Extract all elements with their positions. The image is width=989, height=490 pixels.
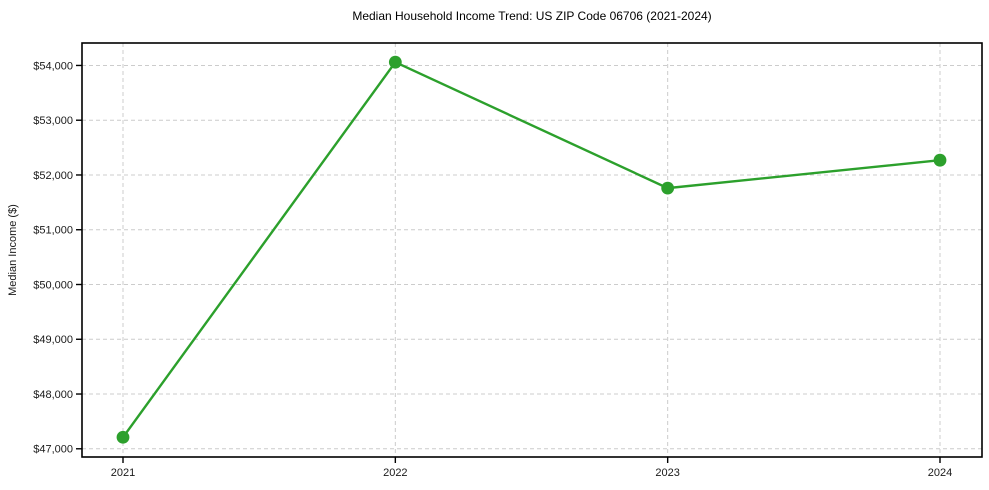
data-point — [388, 55, 402, 69]
series-line — [121, 60, 942, 439]
y-axis-label: Median Income ($) — [7, 204, 19, 296]
x-tick-label: 2024 — [928, 467, 952, 479]
x-tick-label: 2023 — [655, 467, 679, 479]
chart-title: Median Household Income Trend: US ZIP Co… — [352, 9, 712, 23]
x-tick-label: 2022 — [383, 467, 407, 479]
data-point — [933, 153, 947, 167]
y-tick-label: $54,000 — [33, 60, 73, 72]
y-tick-label: $53,000 — [33, 115, 73, 127]
plot-border — [81, 42, 983, 458]
y-tick-label: $50,000 — [33, 279, 73, 291]
y-tick-label: $52,000 — [33, 170, 73, 182]
data-point — [116, 430, 130, 444]
y-tick-label: $51,000 — [33, 225, 73, 237]
y-tick-label: $49,000 — [33, 334, 73, 346]
y-tick-label: $48,000 — [33, 389, 73, 401]
y-tick-label: $47,000 — [33, 444, 73, 456]
x-tick-label: 2021 — [111, 467, 135, 479]
data-point — [661, 181, 675, 195]
